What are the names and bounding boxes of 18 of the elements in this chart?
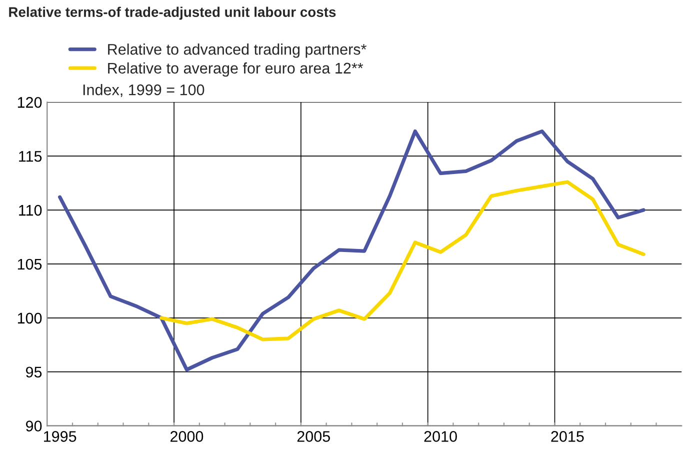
line-series (160, 180, 646, 342)
x-tick-label: 2015 (551, 431, 584, 442)
y-tick-label: 90 (26, 420, 42, 432)
y-tick-label: 105 (18, 258, 42, 270)
legend-label: Relative to average for euro area 12** (108, 62, 364, 77)
x-tick-label: 1995 (44, 431, 76, 442)
line-series (58, 129, 646, 372)
y-axis-title: Index, 1999 = 100 (83, 84, 204, 98)
x-tick-label: 2005 (297, 431, 330, 442)
y-tick-label: 115 (19, 151, 42, 162)
y-tick-label: 95 (26, 366, 42, 378)
x-tick-label: 2000 (170, 431, 204, 442)
y-tick-label: 110 (19, 204, 42, 216)
y-tick-label: 100 (18, 312, 42, 324)
chart-title: Relative terms-of trade-adjusted unit labour costs (9, 6, 336, 20)
legend-label: Relative to advanced trading partners* (108, 44, 366, 58)
y-tick-label: 120 (18, 97, 42, 108)
x-tick-label: 2010 (424, 431, 457, 442)
